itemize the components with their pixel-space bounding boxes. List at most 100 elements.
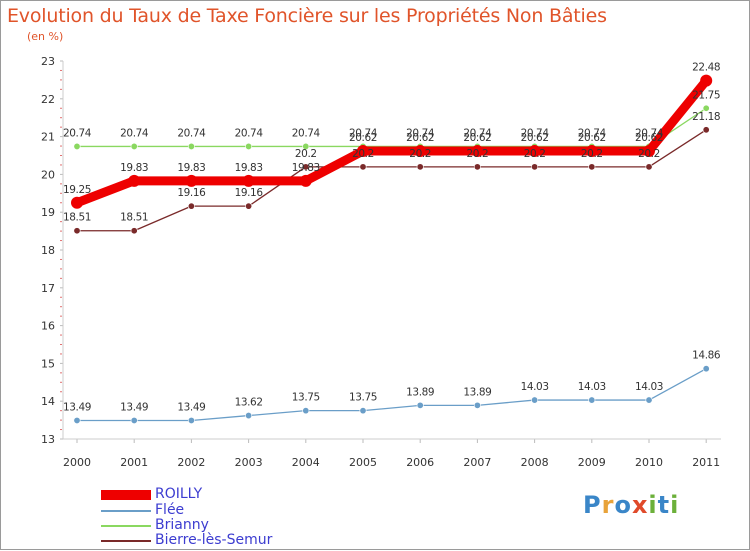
logo-letter: i [670,491,680,519]
data-label: 18.51 [120,212,148,224]
y-tick-label: 22 [41,93,55,106]
logo-letter: o [614,491,632,519]
data-point [185,174,198,187]
y-tick-label: 19 [41,206,55,219]
data-point [585,144,598,157]
x-tick-label: 2010 [635,456,663,469]
data-point [416,401,424,409]
data-label: 22.48 [692,62,720,74]
data-label: 20.62 [406,132,434,144]
data-point [359,407,367,415]
data-point [702,126,710,134]
data-label: 19.16 [235,187,264,199]
x-tick-label: 2002 [177,456,205,469]
data-point [73,227,81,235]
data-point [130,227,138,235]
data-label: 20.62 [578,132,606,144]
data-label: 18.51 [63,212,91,224]
y-tick-label: 23 [41,55,55,68]
x-tick-label: 2000 [63,456,91,469]
x-tick-label: 2003 [235,456,263,469]
data-label: 20.2 [581,148,603,160]
proxiti-logo: Proxiti [583,491,679,519]
legend-swatch-brianny [101,525,151,527]
data-label: 13.75 [292,392,320,404]
logo-letter: t [657,491,671,519]
data-label: 19.83 [177,162,205,174]
data-point [643,144,655,157]
data-label: 20.2 [467,148,489,160]
data-label: 21.18 [692,111,720,123]
data-label: 14.86 [692,350,721,362]
data-label: 19.83 [235,162,263,174]
data-label: 13.89 [406,386,434,398]
series-line [72,76,711,208]
x-tick-label: 2008 [521,456,549,469]
data-label: 20.74 [578,127,607,139]
y-tick-label: 15 [41,357,55,370]
data-label: 20.2 [524,148,546,160]
data-point [531,396,539,404]
y-tick-label: 16 [41,320,55,333]
data-point [187,142,195,150]
data-label: 20.74 [120,127,149,139]
x-tick-label: 2011 [692,456,720,469]
data-label: 20.74 [463,127,492,139]
legend-item-brianny: Brianny [101,517,361,534]
data-label: 20.2 [409,148,431,160]
data-point [242,174,255,187]
y-tick-label: 13 [41,433,55,446]
data-point [302,407,310,415]
data-point [357,144,369,157]
x-tick-label: 2005 [349,456,377,469]
x-tick-label: 2001 [120,456,148,469]
legend-label-brianny: Brianny [155,517,209,533]
data-point [187,202,195,210]
data-label: 13.49 [63,401,91,413]
data-label: 19.83 [120,162,148,174]
data-point [245,142,253,150]
legend-swatch-roilly [101,490,151,500]
data-label: 13.49 [120,401,148,413]
legend-item-flee: Flée [101,502,361,519]
data-label: 13.49 [177,401,205,413]
legend-item-roilly: ROILLY [101,486,361,503]
x-tick-label: 2004 [292,456,320,469]
y-tick-label: 14 [41,395,55,408]
data-label: 20.74 [235,127,264,139]
data-point [528,144,541,157]
x-tick-label: 2006 [406,456,434,469]
data-label: 20.74 [521,127,550,139]
data-point [700,74,713,87]
logo-letter: r [601,491,615,519]
data-label: 20.62 [349,132,377,144]
data-label: 19.83 [292,162,320,174]
x-tick-label: 2007 [463,456,491,469]
data-label: 14.03 [578,381,606,393]
data-label: 20.74 [349,127,378,139]
y-tick-label: 21 [41,131,55,144]
data-label: 20.62 [463,132,491,144]
data-point [359,163,367,171]
legend-label-bierre-les-semur: Bierre-lès-Semur [155,532,273,548]
data-point [73,142,81,150]
data-label: 20.74 [406,127,435,139]
data-label: 14.03 [635,381,663,393]
legend-item-bierre-les-semur: Bierre-lès-Semur [101,532,361,549]
data-label: 20.62 [521,132,549,144]
data-label: 20.74 [63,127,92,139]
data-point [702,365,710,373]
series-line [76,129,707,232]
data-point [531,163,539,171]
data-label: 20.2 [352,148,374,160]
data-point [130,416,138,424]
series-line [76,107,707,148]
x-tick-label: 2009 [578,456,606,469]
data-point [128,174,141,187]
data-point [588,396,596,404]
legend-swatch-flee [101,510,151,512]
data-point [302,163,310,171]
data-label: 13.89 [463,386,491,398]
legend-label-flee: Flée [155,502,185,518]
